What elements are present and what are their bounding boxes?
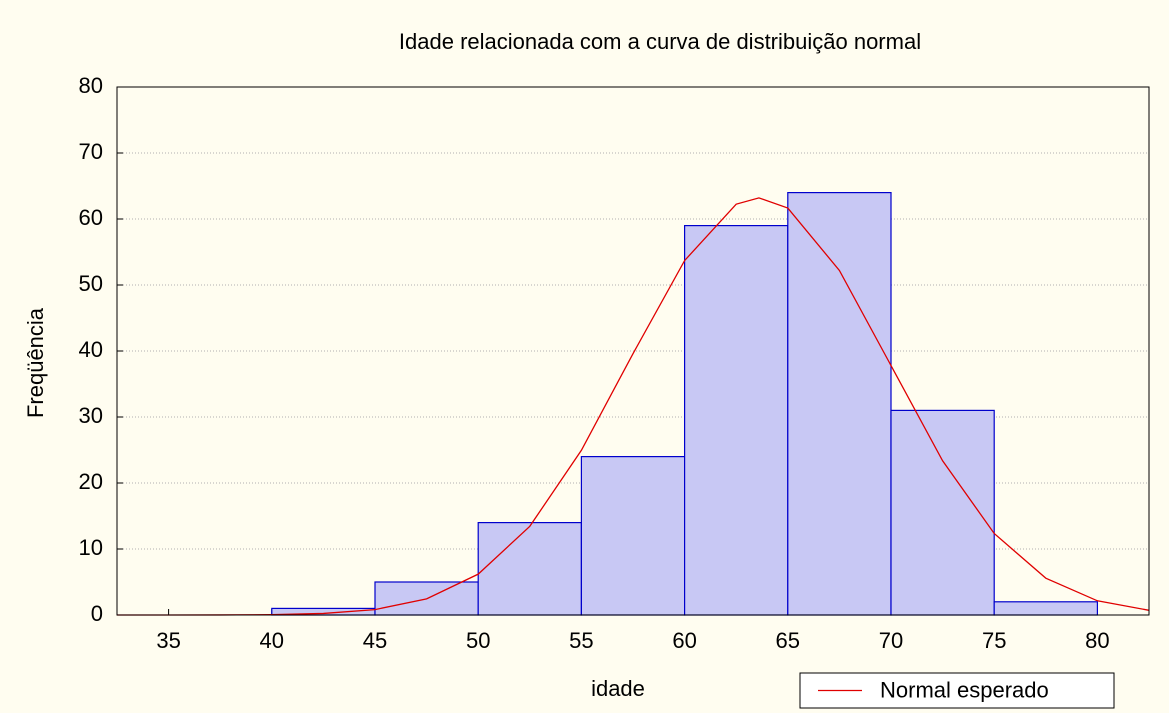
bar	[683, 225, 789, 616]
bar	[993, 601, 1099, 616]
x-tick-label: 40	[260, 628, 284, 653]
y-tick-label: 60	[79, 205, 103, 230]
x-tick-label: 35	[156, 628, 180, 653]
x-tick-label: 70	[879, 628, 903, 653]
x-tick-label: 80	[1085, 628, 1109, 653]
y-tick-label: 80	[79, 73, 103, 98]
bar	[890, 409, 995, 616]
legend-label: Normal esperado	[880, 677, 1049, 702]
x-tick-label: 75	[982, 628, 1006, 653]
x-tick-label: 55	[569, 628, 593, 653]
plot-frame	[116, 86, 1150, 616]
x-tick-label: 50	[466, 628, 490, 653]
y-tick-label: 40	[79, 337, 103, 362]
normal-curve	[116, 197, 1150, 616]
y-tick-label: 20	[79, 469, 103, 494]
chart-title: Idade relacionada com a curva de distrib…	[399, 29, 921, 54]
y-tick-label: 0	[91, 601, 103, 626]
x-tick-label: 45	[363, 628, 387, 653]
y-tick-label: 50	[79, 271, 103, 296]
y-tick-label: 10	[79, 535, 103, 560]
bar	[580, 456, 686, 616]
y-tick-label: 30	[79, 403, 103, 428]
x-axis-label: idade	[591, 676, 645, 701]
x-tick-label: 60	[672, 628, 696, 653]
bar	[477, 521, 583, 616]
y-axis-label: Freqüência	[23, 307, 48, 418]
bar	[787, 192, 892, 616]
x-tick-label: 65	[776, 628, 800, 653]
y-tick-label: 70	[79, 139, 103, 164]
